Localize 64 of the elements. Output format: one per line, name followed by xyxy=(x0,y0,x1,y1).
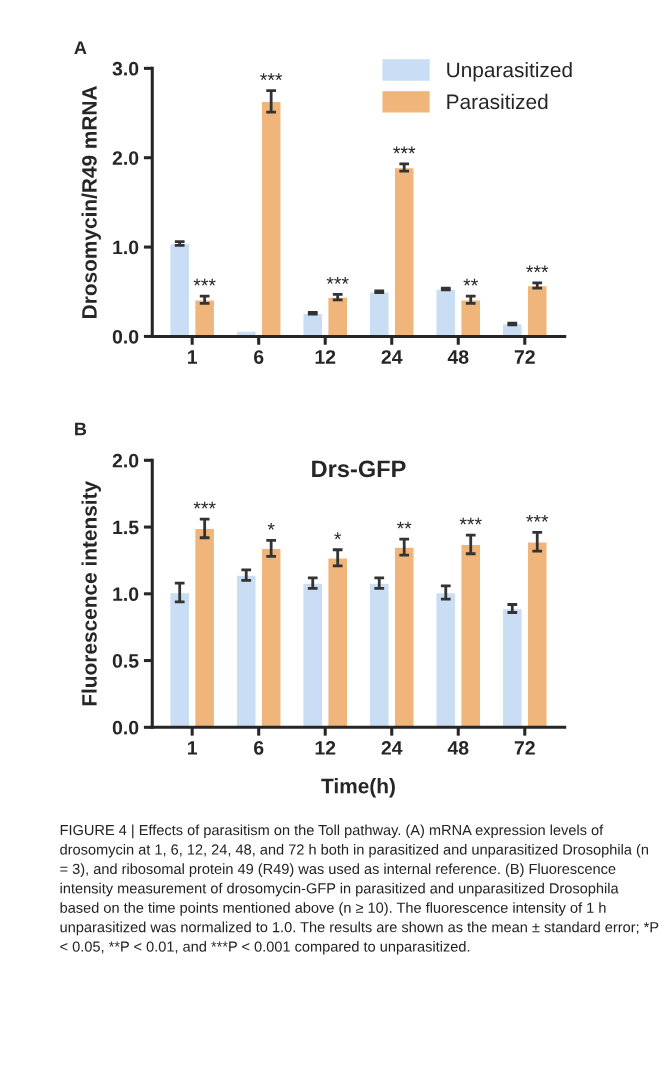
annotation: *** xyxy=(459,517,482,525)
y-tick-label: 0.0 xyxy=(112,720,139,735)
bar xyxy=(501,607,523,728)
y-axis-title: Drosomycin/R49 mRNA xyxy=(81,86,101,318)
y-tick-label: 2.0 xyxy=(112,151,139,165)
x-tick-label: 1 xyxy=(187,350,198,364)
bar xyxy=(193,527,216,728)
bar xyxy=(393,166,415,337)
y-tick-label: 0.0 xyxy=(112,329,139,344)
bar xyxy=(302,312,324,337)
y-tick-label: 0.5 xyxy=(112,654,139,668)
bar xyxy=(460,543,482,728)
bar xyxy=(435,288,457,337)
bar xyxy=(460,299,482,337)
bar xyxy=(302,582,324,728)
bar xyxy=(327,557,349,728)
annotation: ** xyxy=(463,278,478,286)
bar xyxy=(193,299,216,337)
annotation: * xyxy=(267,523,275,530)
x-tick-label: 12 xyxy=(315,350,336,364)
x-tick-label: 48 xyxy=(447,741,469,755)
bar xyxy=(368,291,390,337)
annotation: *** xyxy=(193,278,216,286)
bar xyxy=(169,242,191,337)
bar xyxy=(235,574,257,728)
bar xyxy=(169,591,191,728)
y-tick-label: 1.0 xyxy=(113,240,139,255)
x-axis-title: Time(h) xyxy=(321,778,395,798)
y-axis-title: Fluorescence intensity xyxy=(81,481,101,706)
y-tick-label: 1.5 xyxy=(113,520,139,535)
x-tick-label: 6 xyxy=(254,350,264,364)
bar xyxy=(260,547,282,728)
bar xyxy=(393,546,415,728)
annotation: *** xyxy=(326,277,349,284)
y-tick-label: 1.0 xyxy=(113,587,139,602)
x-tick-label: 72 xyxy=(514,350,535,364)
annotation: *** xyxy=(526,514,549,522)
annotation: *** xyxy=(393,146,416,154)
x-tick-label: 24 xyxy=(381,741,403,755)
caption: FIGURE 4 | Effects of parasitism on the Toll pathway. (A) mRNA expression levels of drosomycin at 1, 6, 12, 24, 48, and 72 h both in parasitized and unparasitized Drosophila (n = 3), and ribosomal protein 49 (R49) was used as internal reference. (B) Fluorescence intensity measurement of drosomycin-GFP in parasitized and unparasitized Drosophila based on the time points mentioned above (n ≥ 10). The fluorescence intensity of 1 h unparasitized was normalized to 1.0. The results are shown as the mean ± standard error; *P < 0.05, **P < 0.01, and ***P < 0.001 compared to unparasitized. xyxy=(60,824,659,955)
x-tick-label: 72 xyxy=(514,741,535,755)
legend-label: Unparasitized xyxy=(447,62,572,82)
bar xyxy=(435,591,457,728)
annotation: ** xyxy=(396,521,412,529)
bar xyxy=(260,100,282,337)
chart-title: Drs-GFP xyxy=(312,460,406,478)
bar xyxy=(526,284,548,337)
y-tick-label: 3.0 xyxy=(112,61,139,76)
text: B xyxy=(75,422,87,436)
x-tick-label: 24 xyxy=(381,350,403,364)
x-tick-label: 6 xyxy=(254,741,264,755)
bar xyxy=(526,541,548,728)
x-tick-label: 12 xyxy=(315,741,336,755)
bar xyxy=(368,582,390,728)
x-tick-label: 48 xyxy=(447,350,469,364)
bar xyxy=(327,296,349,337)
annotation: *** xyxy=(260,73,283,81)
x-tick-label: 1 xyxy=(187,741,198,755)
text: A xyxy=(74,41,87,54)
legend-label: Parasitized xyxy=(447,93,548,110)
y-tick-label: 2.0 xyxy=(112,453,139,468)
annotation: * xyxy=(334,532,342,540)
annotation: *** xyxy=(193,501,216,509)
annotation: *** xyxy=(526,265,549,273)
